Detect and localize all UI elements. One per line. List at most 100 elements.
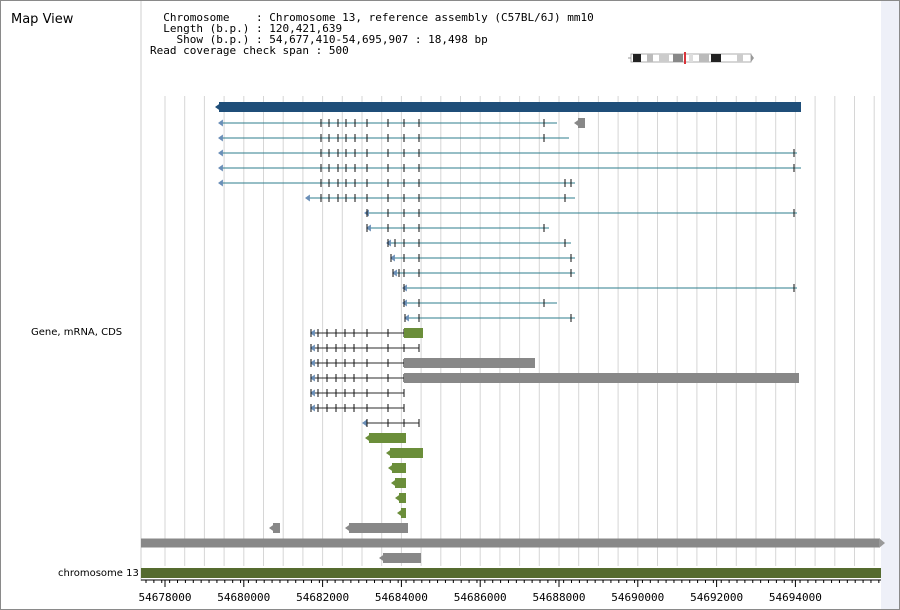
axis-tick-label: 54680000 — [217, 591, 270, 604]
cds-feature[interactable] — [388, 463, 406, 473]
chromosome-ideogram[interactable] — [628, 52, 754, 64]
cds-feature[interactable] — [310, 358, 535, 368]
show-key: Show (b.p.) — [176, 33, 250, 46]
strand-arrow — [269, 523, 276, 533]
strand-arrow — [366, 224, 371, 232]
mrna-transcript[interactable] — [392, 269, 575, 277]
strand-arrow — [365, 433, 372, 443]
feature-block — [141, 538, 879, 548]
mrna-transcript[interactable] — [386, 239, 571, 247]
strand-arrow — [345, 523, 352, 533]
show-value: 54,677,410-54,695,907 : 18,498 bp — [269, 33, 488, 46]
strand-arrow — [218, 149, 223, 157]
axis-tick-label: 54694000 — [769, 591, 822, 604]
mrna-transcript[interactable] — [218, 134, 569, 142]
mrna-transcript[interactable] — [364, 209, 797, 217]
strand-arrow — [218, 134, 223, 142]
cds-block — [404, 358, 535, 368]
axis-tick-label: 54692000 — [690, 591, 743, 604]
mrna-transcript[interactable] — [390, 254, 575, 262]
ideogram-position-marker — [684, 52, 686, 64]
strand-arrow — [310, 329, 315, 337]
mrna-transcript[interactable] — [218, 119, 557, 127]
feature-block — [399, 493, 406, 503]
feature-block — [390, 448, 423, 458]
cds-feature[interactable] — [310, 404, 405, 412]
cds-feature[interactable] — [386, 448, 423, 458]
mrna-transcript[interactable] — [218, 179, 575, 187]
axis-tick-label: 54678000 — [139, 591, 192, 604]
gray-span-feature[interactable] — [141, 538, 879, 548]
axis-tick-label: 54690000 — [611, 591, 664, 604]
right-scroll-rail[interactable] — [881, 1, 899, 609]
cds-feature[interactable] — [391, 478, 406, 488]
feature-block — [349, 523, 408, 533]
cds-feature[interactable] — [365, 433, 406, 443]
gene-feature[interactable] — [215, 102, 801, 112]
strand-arrow — [310, 359, 315, 367]
gray-feature-small[interactable] — [574, 118, 585, 128]
feature-block — [578, 118, 585, 128]
feature-block — [141, 568, 881, 578]
chromosome-bar[interactable] — [141, 568, 881, 578]
feature-block — [273, 523, 280, 533]
cds-feature[interactable] — [310, 389, 405, 397]
map-view-title: Map View — [11, 12, 74, 27]
strand-arrow — [310, 374, 315, 382]
strand-arrow — [404, 314, 409, 322]
mrna-transcript[interactable] — [402, 284, 797, 292]
chromosome-track-label: chromosome 13 — [58, 568, 139, 579]
mrna-transcript[interactable] — [402, 299, 557, 307]
cds-block — [404, 328, 423, 338]
cds-feature[interactable] — [362, 419, 420, 427]
strand-arrow — [392, 269, 397, 277]
gray-feature[interactable] — [379, 553, 421, 563]
strand-arrow — [397, 508, 404, 518]
strand-arrow — [574, 118, 581, 128]
coverage-key: Read coverage check span — [150, 44, 309, 57]
mrna-transcript[interactable] — [218, 164, 801, 172]
coverage-value: 500 — [328, 44, 349, 57]
strand-arrow — [388, 463, 395, 473]
cds-feature[interactable] — [395, 493, 406, 503]
length-value: 120,421,639 — [269, 22, 343, 35]
strand-arrow — [364, 209, 369, 217]
strand-arrow — [218, 179, 223, 187]
strand-arrow — [390, 254, 395, 262]
mrna-transcript[interactable] — [218, 149, 797, 157]
strand-arrow — [215, 102, 222, 112]
gray-feature-small[interactable] — [269, 523, 280, 533]
axis-tick-label: 54682000 — [296, 591, 349, 604]
strand-arrow — [305, 194, 310, 202]
strand-arrow — [391, 478, 398, 488]
strand-arrow — [310, 389, 315, 397]
axis-tick-label: 54686000 — [454, 591, 507, 604]
gene-track-label: Gene, mRNA, CDS — [31, 327, 123, 338]
strand-arrow — [218, 119, 223, 127]
chromosome-key: Chromosome — [163, 11, 230, 24]
mrna-transcript[interactable] — [404, 314, 575, 322]
cds-feature[interactable] — [310, 344, 420, 352]
strand-arrow — [310, 404, 315, 412]
cds-block — [404, 373, 799, 383]
cds-feature[interactable] — [310, 328, 423, 338]
feature-block — [395, 478, 406, 488]
feature-block — [392, 463, 406, 473]
feature-block — [219, 102, 801, 112]
cds-feature[interactable] — [397, 508, 406, 518]
mrna-transcript[interactable] — [366, 224, 549, 232]
strand-arrow — [310, 344, 315, 352]
length-key: Length (b.p.) — [163, 22, 250, 35]
cds-feature[interactable] — [310, 373, 799, 383]
region-info: Chromosome : Chromosome 13, reference as… — [150, 11, 594, 57]
strand-arrow — [362, 419, 367, 427]
strand-arrow — [386, 448, 393, 458]
mrna-transcript[interactable] — [305, 194, 575, 202]
strand-arrow-right — [879, 538, 885, 548]
gray-feature[interactable] — [345, 523, 408, 533]
feature-block — [369, 433, 406, 443]
strand-arrow — [218, 164, 223, 172]
feature-block — [383, 553, 421, 563]
